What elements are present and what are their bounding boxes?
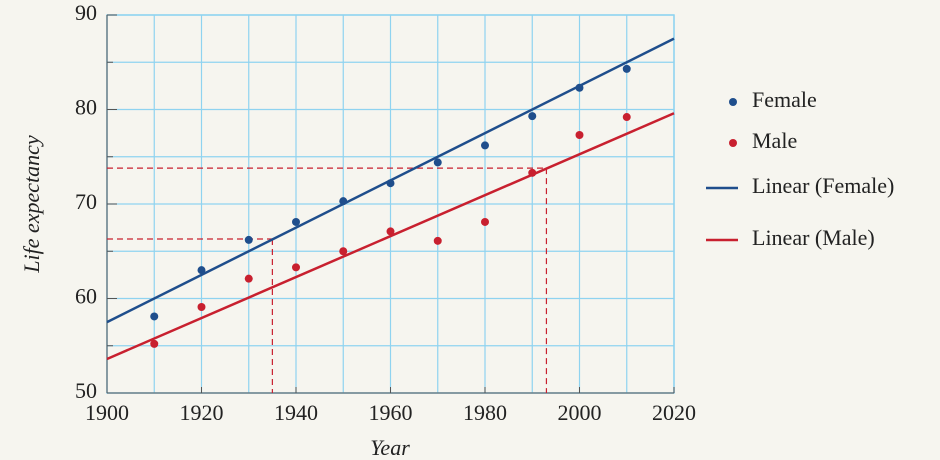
legend-marker [729,98,737,106]
point [197,303,206,312]
point [292,217,300,226]
point [386,227,395,236]
x-tick-label: 2000 [558,400,602,425]
legend-label: Female [752,87,817,112]
point [150,312,159,321]
x-tick-label: 1940 [274,400,318,425]
y-tick-label: 50 [75,378,97,403]
point [528,112,537,121]
y-tick-label: 60 [75,284,97,309]
legend-label: Linear (Female) [752,173,894,198]
point [244,235,253,244]
point [386,179,395,188]
point [481,217,489,226]
point [481,141,489,150]
point [622,64,631,73]
point [433,236,442,245]
y-axis-label: Life expectancy [19,135,44,274]
point [339,197,348,206]
point [339,247,348,256]
x-tick-label: 2020 [652,400,696,425]
y-tick-label: 70 [75,189,97,214]
x-tick-label: 1900 [85,400,129,425]
point [197,266,206,275]
legend-label: Male [752,128,797,153]
x-tick-label: 1920 [180,400,224,425]
point [150,339,159,348]
legend-label: Linear (Male) [752,225,875,250]
y-tick-label: 90 [75,0,97,25]
point [575,83,584,92]
x-axis-label: Year [370,435,410,460]
y-tick-label: 80 [75,95,97,120]
point [528,168,537,177]
point [244,274,253,283]
legend-marker [729,139,737,147]
point [622,113,631,122]
x-tick-label: 1980 [463,400,507,425]
trend-line [106,112,675,361]
point [292,263,300,272]
point [575,131,584,140]
x-tick-label: 1960 [369,400,413,425]
point [433,158,442,167]
